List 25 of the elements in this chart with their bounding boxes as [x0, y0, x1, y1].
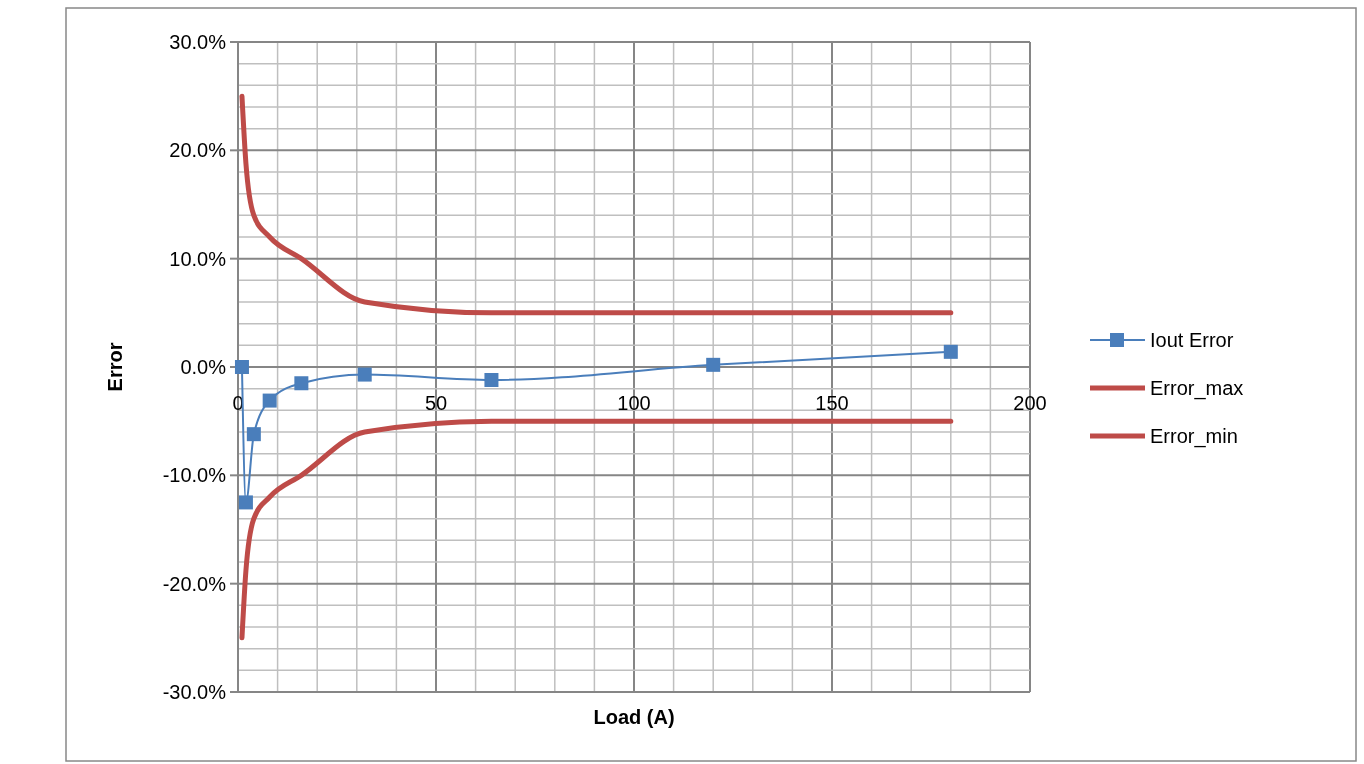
point: [357, 367, 372, 382]
x-tick-label: 100: [617, 392, 651, 414]
y-tick-label: -10.0%: [162, 464, 227, 487]
x-tick-label: 50: [424, 392, 448, 414]
x-axis-title: Load (A): [593, 706, 675, 728]
point: [943, 344, 958, 359]
y-tick-label: 30.0%: [169, 31, 227, 53]
y-tick-label: -30.0%: [162, 681, 227, 703]
point: [246, 427, 261, 442]
legend-label: Error_max: [1150, 377, 1244, 400]
point: [706, 357, 721, 372]
point: [238, 495, 253, 510]
legend-label: Error_min: [1150, 425, 1238, 448]
legend-label: Iout Error: [1150, 329, 1234, 351]
point: [484, 373, 499, 387]
y-tick-label: 20.0%: [169, 139, 227, 162]
y-tick-label: 0.0%: [180, 356, 227, 378]
x-tick-label: 150: [815, 392, 849, 414]
point: [262, 393, 277, 408]
x-tick-label: 200: [1013, 392, 1047, 414]
point: [234, 360, 249, 374]
point: [294, 376, 309, 391]
y-axis-title: Error: [104, 342, 126, 392]
y-tick-label: 10.0%: [169, 247, 227, 270]
y-tick-label: -20.0%: [162, 572, 227, 595]
